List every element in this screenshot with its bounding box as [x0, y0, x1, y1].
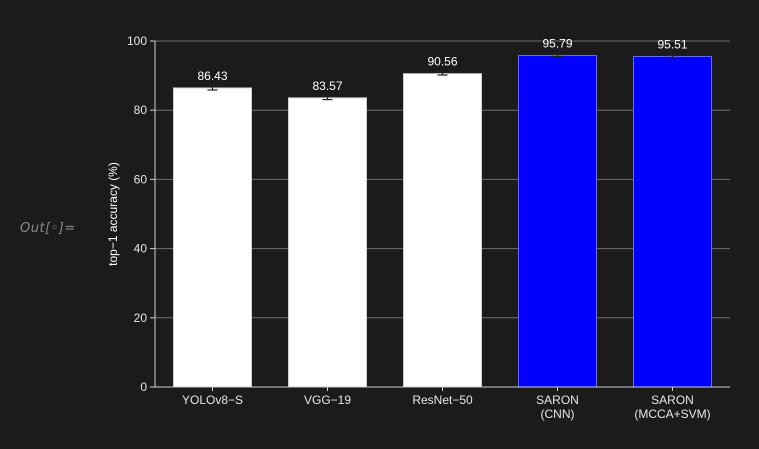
x-tick-label: VGG−19	[304, 393, 351, 407]
output-cell-label: Out[◦]=	[20, 221, 76, 236]
x-tick-label: (MCCA+SVM)	[634, 407, 710, 421]
y-axis-title: top−1 accuracy (%)	[106, 162, 120, 266]
data-label: 95.51	[657, 38, 687, 52]
y-tick-label: 40	[134, 242, 148, 256]
y-tick-label: 80	[134, 103, 148, 117]
y-tick-label: 0	[140, 380, 147, 394]
bar	[403, 73, 482, 388]
data-label: 90.56	[427, 55, 457, 69]
y-tick-label: 20	[134, 311, 148, 325]
x-tick-label: (CNN)	[541, 407, 575, 421]
x-tick-label: SARON	[536, 393, 579, 407]
data-label: 86.43	[197, 69, 227, 83]
y-tick-label: 60	[134, 172, 148, 186]
data-label: 83.57	[312, 79, 342, 93]
bar	[518, 55, 597, 388]
bar	[633, 56, 712, 388]
bars: 86.43 83.57 90.56 95.79 95.51	[173, 37, 712, 388]
x-tick-label: ResNet−50	[412, 393, 473, 407]
y-tick-label: 100	[127, 34, 147, 48]
x-tick-label: YOLOv8−S	[182, 393, 243, 407]
bar	[288, 97, 367, 388]
bar	[173, 87, 252, 388]
x-tick-label: SARON	[651, 393, 694, 407]
axes: 0 20 40 60 80 100 YOLOv8−S VGG−19 ResNet−50 SARON…	[127, 34, 730, 421]
data-label: 95.79	[542, 37, 572, 51]
